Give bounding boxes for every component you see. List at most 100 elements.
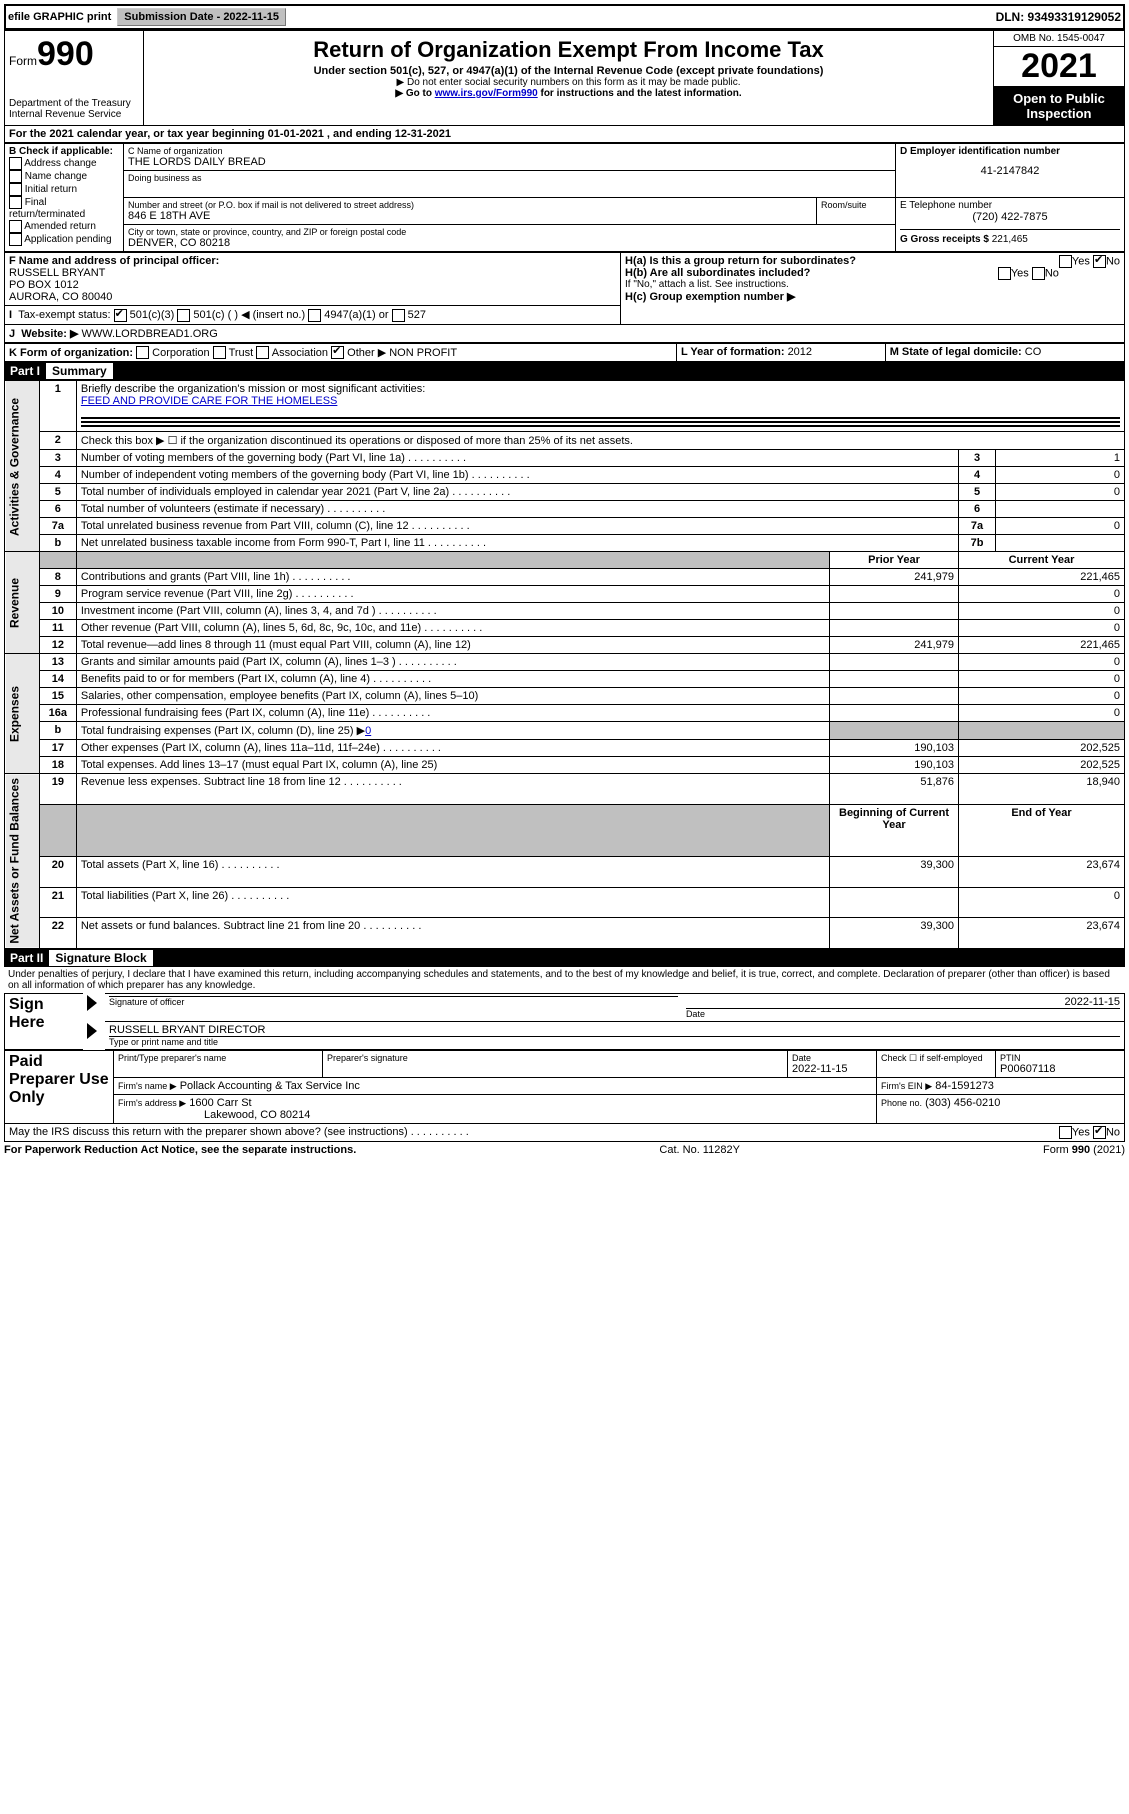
sign-here-label: Sign Here bbox=[5, 993, 84, 1049]
year-cell: OMB No. 1545-0047 2021 Open to Public In… bbox=[993, 31, 1124, 125]
line-3: Number of voting members of the governin… bbox=[76, 450, 958, 467]
sig-date-label: Date bbox=[686, 1008, 1120, 1019]
officer-name-title: RUSSELL BRYANT DIRECTOR bbox=[109, 1024, 1120, 1036]
phone-value: (720) 422-7875 bbox=[900, 211, 1120, 223]
prep-date-cell: Date2022-11-15 bbox=[788, 1050, 877, 1077]
signature-block: Sign Here Signature of officer 2022-11-1… bbox=[4, 993, 1125, 1050]
current-year-header: Current Year bbox=[959, 552, 1125, 569]
line-8: Contributions and grants (Part VIII, lin… bbox=[76, 569, 829, 586]
line-20: Total assets (Part X, line 16) bbox=[76, 856, 829, 887]
website-value: WWW.LORDBREAD1.ORG bbox=[81, 328, 217, 340]
section-h: H(a) Is this a group return for subordin… bbox=[621, 253, 1125, 325]
firm-addr-cell: Firm's address ▶ 1600 Carr St Lakewood, … bbox=[114, 1094, 877, 1123]
line-6: Total number of volunteers (estimate if … bbox=[76, 501, 958, 518]
section-c-name: C Name of organization THE LORDS DAILY B… bbox=[124, 144, 896, 171]
line-7a: Total unrelated business revenue from Pa… bbox=[76, 518, 958, 535]
footer: For Paperwork Reduction Act Notice, see … bbox=[4, 1142, 1125, 1156]
section-label-governance: Activities & Governance bbox=[5, 381, 40, 552]
mission-text: FEED AND PROVIDE CARE FOR THE HOMELESS bbox=[81, 395, 338, 407]
section-j: J Website: ▶ WWW.LORDBREAD1.ORG bbox=[5, 324, 1125, 342]
fhij-block: F Name and address of principal officer:… bbox=[4, 252, 1125, 343]
submission-date-button[interactable]: Submission Date - 2022-11-15 bbox=[117, 8, 286, 26]
form-ref: Form 990 (2021) bbox=[1043, 1144, 1125, 1156]
section-f: F Name and address of principal officer:… bbox=[5, 253, 621, 306]
section-l: L Year of formation: 2012 bbox=[677, 343, 886, 362]
tax-year: 2021 bbox=[994, 47, 1124, 87]
penalties-text: Under penalties of perjury, I declare th… bbox=[4, 967, 1125, 993]
section-label-revenue: Revenue bbox=[5, 552, 40, 654]
begin-year-header: Beginning of Current Year bbox=[830, 804, 959, 856]
line-10: Investment income (Part VIII, column (A)… bbox=[76, 603, 829, 620]
cat-no: Cat. No. 11282Y bbox=[659, 1144, 740, 1156]
form-number-cell: Form990 Department of the Treasury Inter… bbox=[5, 31, 144, 125]
gross-receipts: 221,465 bbox=[992, 234, 1028, 245]
summary-table: Activities & Governance 1 Briefly descri… bbox=[4, 380, 1125, 949]
firm-phone-cell: Phone no. (303) 456-0210 bbox=[877, 1094, 1125, 1123]
line-5: Total number of individuals employed in … bbox=[76, 484, 958, 501]
line-9: Program service revenue (Part VIII, line… bbox=[76, 586, 829, 603]
may-irs-row: May the IRS discuss this return with the… bbox=[4, 1124, 1125, 1142]
form-number: 990 bbox=[37, 35, 94, 73]
section-d: D Employer identification number 41-2147… bbox=[896, 144, 1125, 198]
title-cell: Return of Organization Exempt From Incom… bbox=[144, 31, 993, 125]
room-suite: Room/suite bbox=[817, 198, 896, 225]
open-to-public: Open to Public Inspection bbox=[994, 87, 1124, 125]
efile-label: efile GRAPHIC print bbox=[8, 11, 111, 23]
line-7b: Net unrelated business taxable income fr… bbox=[76, 535, 958, 552]
line-11: Other revenue (Part VIII, column (A), li… bbox=[76, 620, 829, 637]
part-1-header: Part ISummary bbox=[4, 362, 1125, 380]
firm-name-cell: Firm's name ▶ Pollack Accounting & Tax S… bbox=[114, 1077, 877, 1094]
prior-year-header: Prior Year bbox=[830, 552, 959, 569]
form-subtitle: Under section 501(c), 527, or 4947(a)(1)… bbox=[148, 65, 989, 77]
dln-value: DLN: 93493319129052 bbox=[996, 10, 1121, 24]
section-c-city: City or town, state or province, country… bbox=[124, 225, 896, 252]
firm-ein-cell: Firm's EIN ▶ 84-1591273 bbox=[877, 1077, 1125, 1094]
line-18: Total expenses. Add lines 13–17 (must eq… bbox=[76, 757, 829, 774]
end-year-header: End of Year bbox=[959, 804, 1125, 856]
line-15: Salaries, other compensation, employee b… bbox=[76, 688, 829, 705]
section-m: M State of legal domicile: CO bbox=[885, 343, 1124, 362]
line-12: Total revenue—add lines 8 through 11 (mu… bbox=[76, 637, 829, 654]
line-2: Check this box ▶ ☐ if the organization d… bbox=[76, 432, 1124, 450]
line-21: Total liabilities (Part X, line 26) bbox=[76, 887, 829, 918]
section-label-netassets: Net Assets or Fund Balances bbox=[5, 774, 40, 949]
prep-sig-cell: Preparer's signature bbox=[323, 1050, 788, 1077]
line-16b: Total fundraising expenses (Part IX, col… bbox=[76, 722, 829, 740]
section-c-dba: Doing business as bbox=[124, 171, 896, 198]
klm-block: K Form of organization: Corporation Trus… bbox=[4, 343, 1125, 363]
line-16a: Professional fundraising fees (Part IX, … bbox=[76, 705, 829, 722]
paid-preparer-block: Paid Preparer Use Only Print/Type prepar… bbox=[4, 1050, 1125, 1124]
sig-date-val: 2022-11-15 bbox=[686, 996, 1120, 1008]
dept-treasury: Department of the Treasury bbox=[9, 98, 139, 109]
ptin-cell: PTINP00607118 bbox=[996, 1050, 1125, 1077]
line-17: Other expenses (Part IX, column (A), lin… bbox=[76, 740, 829, 757]
top-bar: efile GRAPHIC print Submission Date - 20… bbox=[4, 4, 1125, 30]
form-header: Form990 Department of the Treasury Inter… bbox=[4, 30, 1125, 126]
section-e-g: E Telephone number (720) 422-7875 G Gros… bbox=[896, 198, 1125, 252]
sig-officer-label: Signature of officer bbox=[109, 996, 678, 1007]
omb-number: OMB No. 1545-0047 bbox=[994, 31, 1124, 47]
line-14: Benefits paid to or for members (Part IX… bbox=[76, 671, 829, 688]
org-name: THE LORDS DAILY BREAD bbox=[128, 156, 891, 168]
ein-value: 41-2147842 bbox=[900, 165, 1120, 177]
self-employed-cell[interactable]: Check ☐ if self-employed bbox=[877, 1050, 996, 1077]
line-4: Number of independent voting members of … bbox=[76, 467, 958, 484]
section-k: K Form of organization: Corporation Trus… bbox=[5, 343, 677, 362]
section-label-expenses: Expenses bbox=[5, 654, 40, 774]
line-19: Revenue less expenses. Subtract line 18 … bbox=[76, 774, 829, 805]
entity-block: B Check if applicable: Address change Na… bbox=[4, 143, 1125, 252]
irs-label: Internal Revenue Service bbox=[9, 109, 139, 120]
paid-preparer-label: Paid Preparer Use Only bbox=[5, 1050, 114, 1123]
part-2-header: Part IISignature Block bbox=[4, 949, 1125, 967]
check-list-b: Address change Name change Initial retur… bbox=[9, 157, 119, 246]
arrow-icon bbox=[87, 1023, 97, 1039]
arrow-icon bbox=[87, 995, 97, 1011]
form-title: Return of Organization Exempt From Incom… bbox=[148, 37, 989, 63]
line-a: For the 2021 calendar year, or tax year … bbox=[4, 126, 1125, 143]
prep-name-cell: Print/Type preparer's name bbox=[114, 1050, 323, 1077]
irs-link[interactable]: www.irs.gov/Form990 bbox=[435, 88, 538, 99]
section-b: B Check if applicable: Address change Na… bbox=[5, 144, 124, 252]
note-goto: ▶ Go to www.irs.gov/Form990 for instruct… bbox=[148, 88, 989, 99]
note-ssn: ▶ Do not enter social security numbers o… bbox=[148, 77, 989, 88]
line-1: Briefly describe the organization's miss… bbox=[76, 381, 1124, 432]
